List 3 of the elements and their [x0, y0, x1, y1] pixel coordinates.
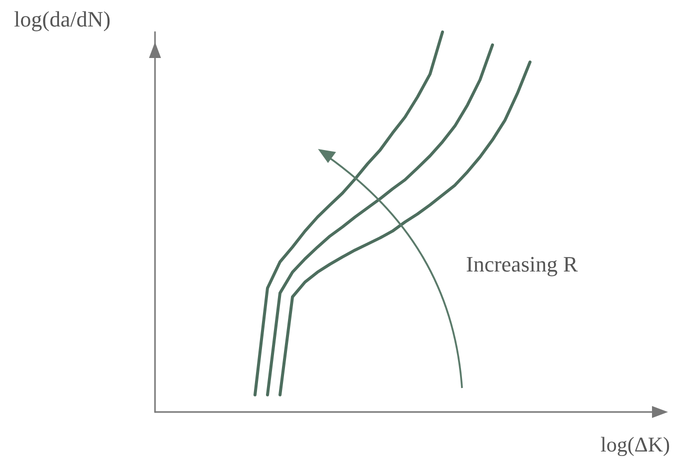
- y-axis-title: log(da/dN): [14, 6, 111, 32]
- x-axis-title: log(ΔK): [600, 432, 670, 456]
- annotation: Increasing R: [466, 252, 578, 276]
